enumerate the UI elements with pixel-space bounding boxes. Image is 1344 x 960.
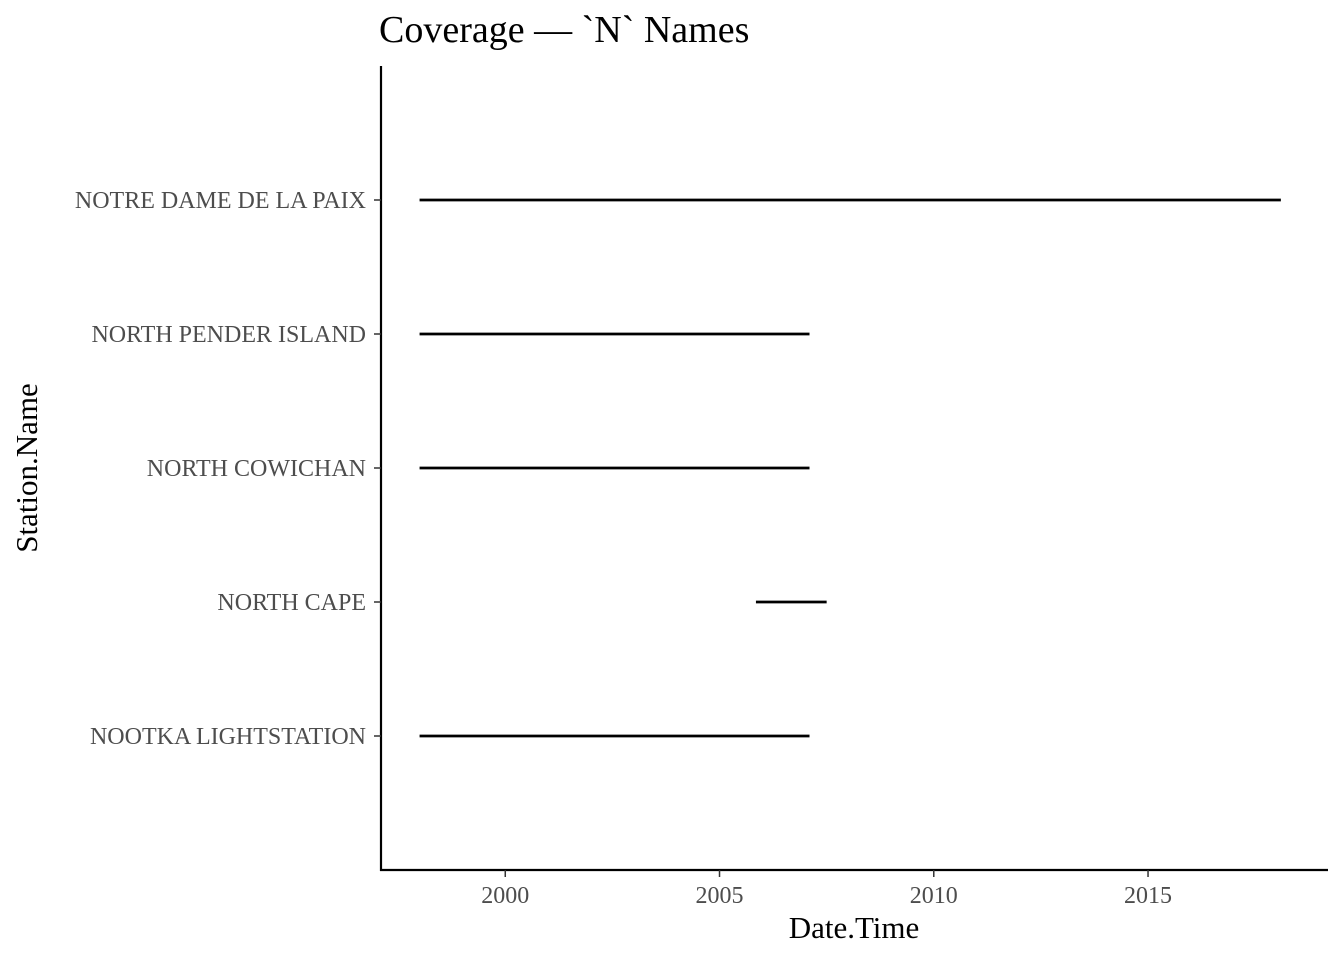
- y-tick-label-north-cape: NORTH CAPE: [217, 590, 366, 616]
- y-axis-title: Station.Name: [9, 383, 44, 553]
- y-axis: NOTRE DAME DE LA PAIX NORTH PENDER ISLAND…: [75, 66, 381, 871]
- y-tick-label-notre-dame-de-la-paix: NOTRE DAME DE LA PAIX: [75, 188, 366, 214]
- y-tick-label-north-pender-island: NORTH PENDER ISLAND: [91, 322, 366, 348]
- x-tick-label-2000: 2000: [481, 883, 529, 909]
- x-tick-label-2015: 2015: [1124, 883, 1172, 909]
- coverage-segments: [420, 200, 1281, 736]
- x-axis-title: Date.Time: [789, 910, 920, 945]
- x-tick-label-2005: 2005: [696, 883, 744, 909]
- x-tick-label-2010: 2010: [910, 883, 958, 909]
- x-axis: 2000 2005 2010 2015: [380, 870, 1328, 909]
- chart-title: Coverage — `N` Names: [379, 9, 749, 51]
- y-tick-label-north-cowichan: NORTH COWICHAN: [147, 456, 366, 482]
- y-tick-label-nootka-lightstation: NOOTKA LIGHTSTATION: [90, 724, 366, 750]
